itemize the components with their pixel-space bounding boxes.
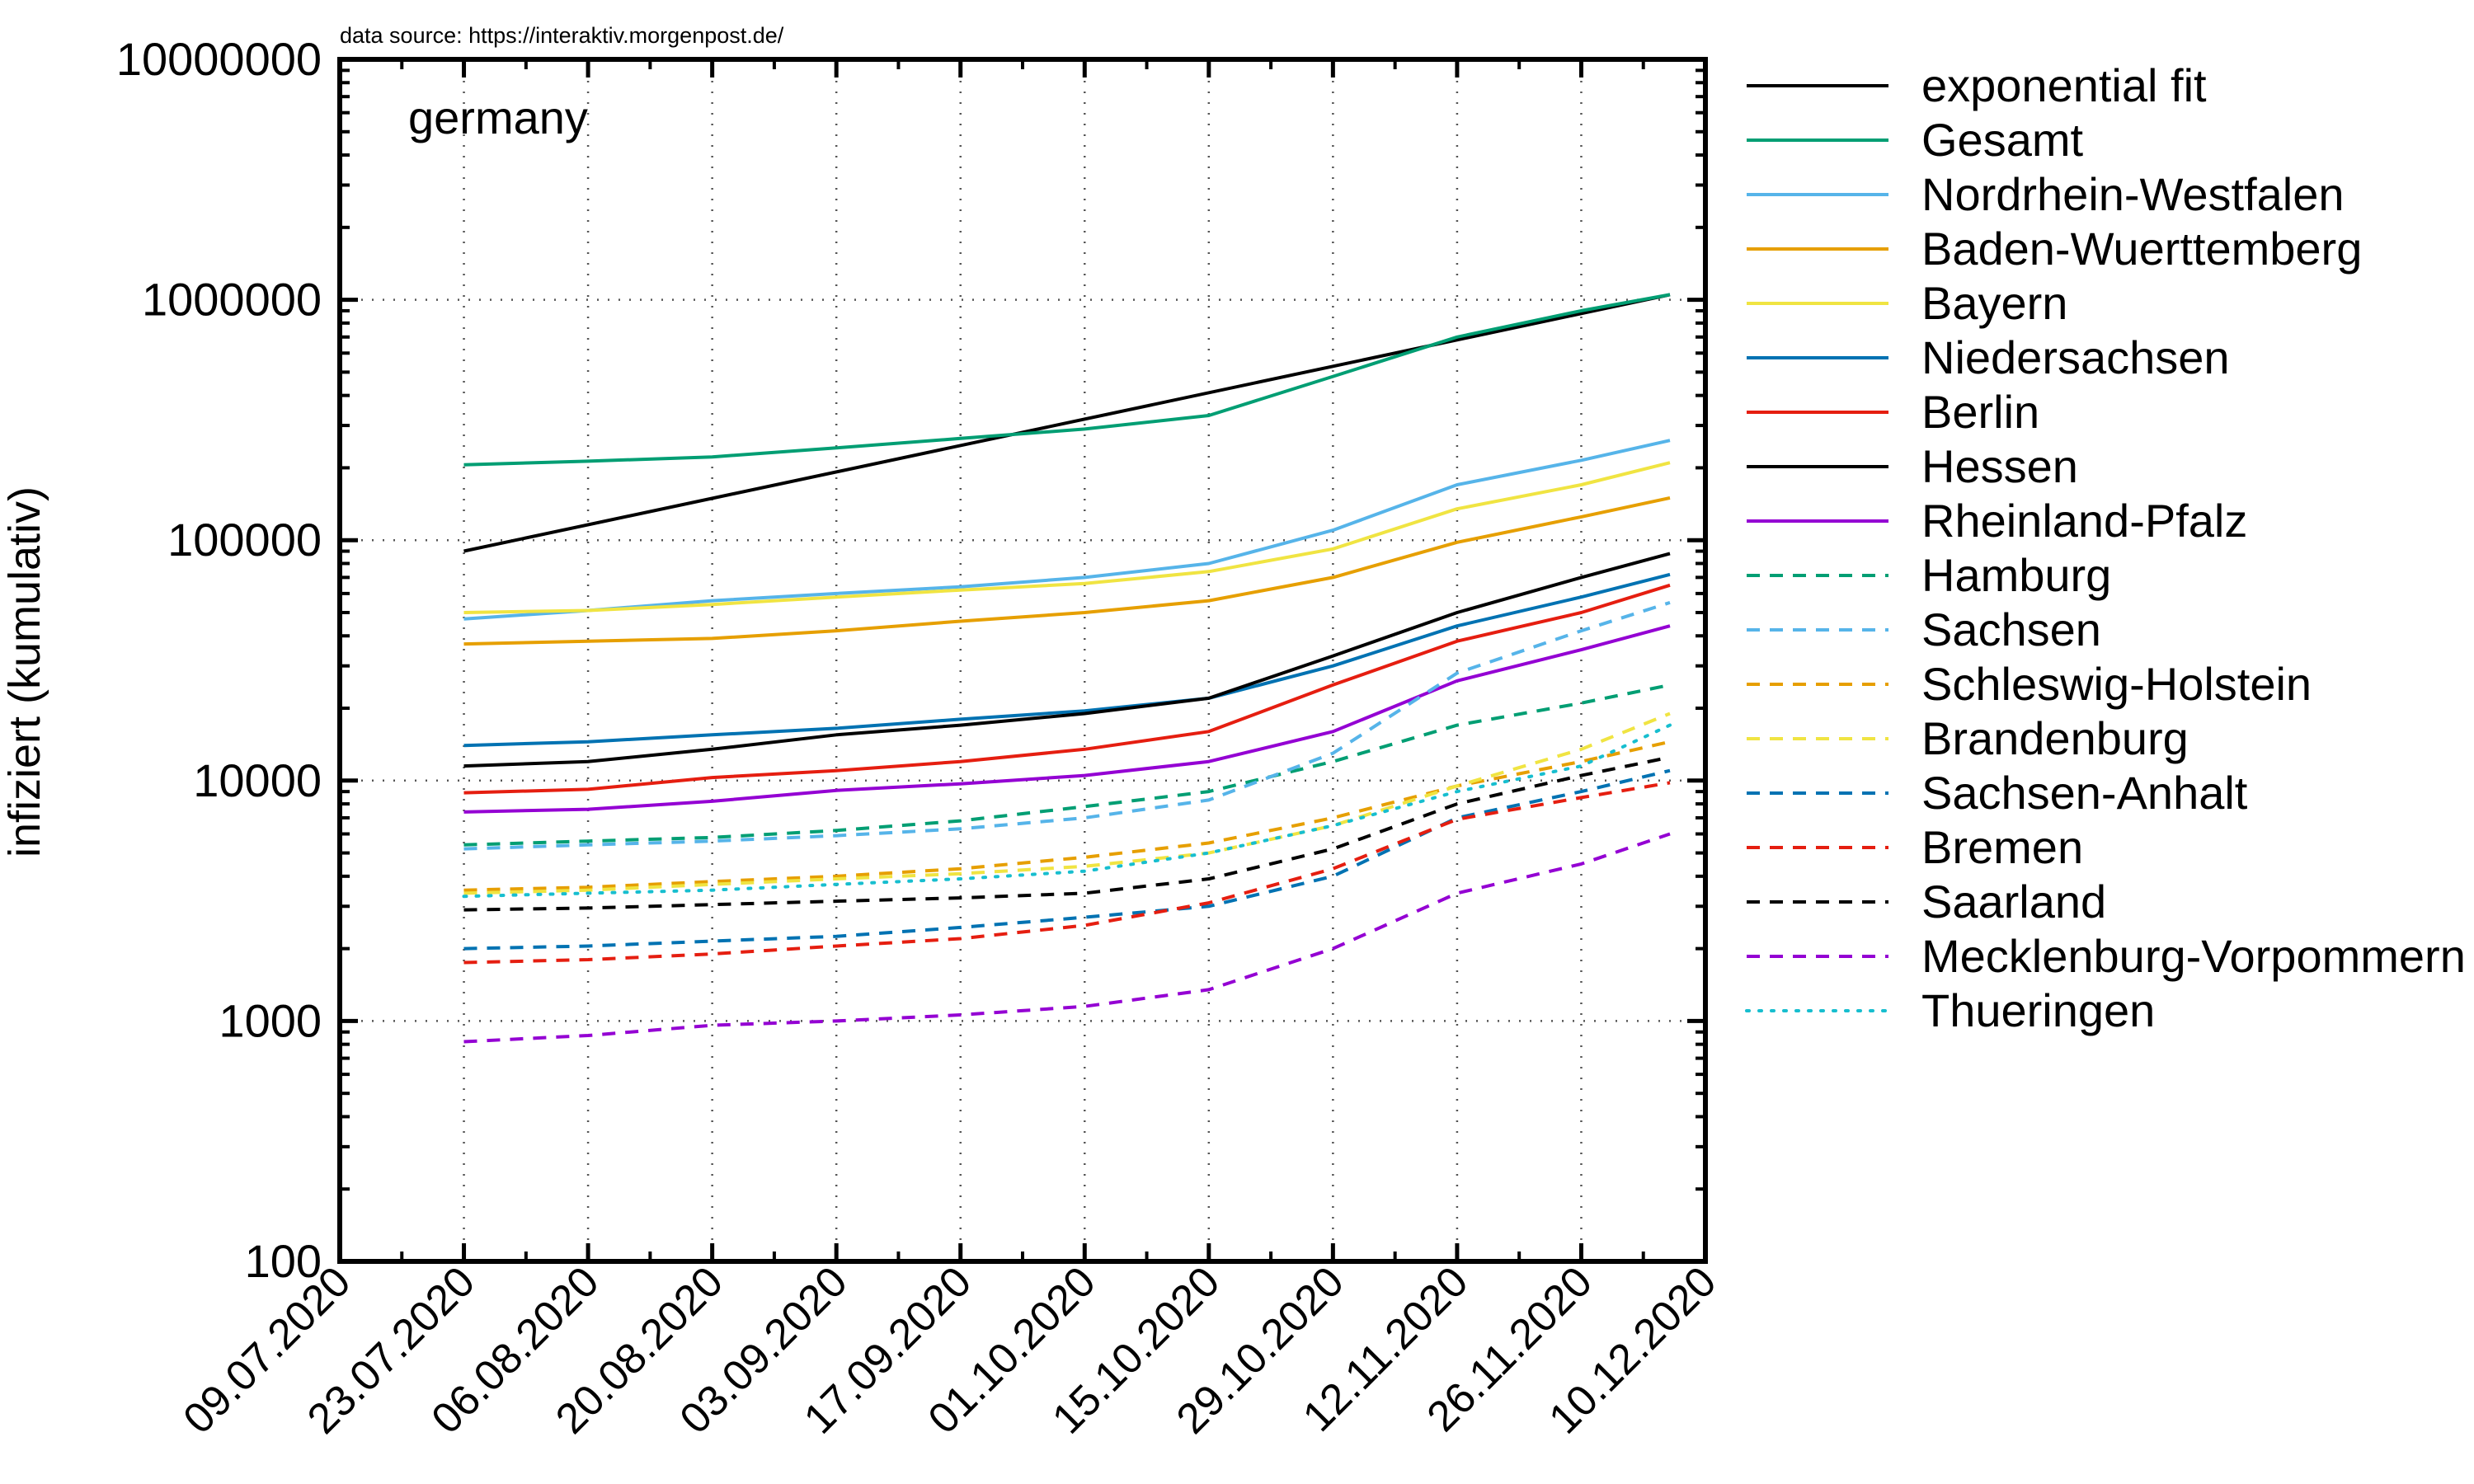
legend-label: Bayern — [1921, 277, 2067, 329]
legend-label: Thueringen — [1921, 984, 2155, 1036]
y-axis-label: infiziert (kumulativ) — [0, 486, 49, 857]
series-line — [463, 755, 1671, 912]
legend-label: Baden-Wuerttemberg — [1921, 223, 2362, 275]
legend-label: Hessen — [1921, 440, 2078, 492]
legend-label: Nordrhein-Westfalen — [1921, 168, 2345, 220]
legend-label: Berlin — [1921, 386, 2039, 438]
legend-label: Schleswig-Holstein — [1921, 658, 2312, 710]
axes: 09.07.202023.07.202006.08.202020.08.2020… — [116, 33, 1726, 1444]
legend-label: Sachsen — [1921, 603, 2101, 655]
y-tick-label: 10000000 — [116, 33, 322, 85]
y-tick-label: 100 — [245, 1235, 322, 1287]
legend-label: Brandenburg — [1921, 712, 2189, 764]
chart-title: germany — [408, 92, 588, 143]
grid — [340, 59, 1705, 1261]
series-line — [463, 552, 1671, 768]
series-line — [463, 740, 1671, 892]
legend-label: Rheinland-Pfalz — [1921, 495, 2247, 547]
legend-label: Bremen — [1921, 821, 2083, 873]
legend-label: Mecklenburg-Vorpommern — [1921, 930, 2466, 982]
legend-label: Sachsen-Anhalt — [1921, 767, 2248, 819]
series-line — [463, 624, 1671, 814]
y-tick-label: 10000 — [193, 754, 322, 806]
legend-label: Niedersachsen — [1921, 331, 2230, 383]
series-line — [463, 832, 1671, 1044]
y-tick-label: 1000 — [219, 994, 322, 1046]
series-line — [463, 600, 1671, 851]
legend: exponential fitGesamtNordrhein-Westfalen… — [1745, 59, 2466, 1036]
legend-label: Saarland — [1921, 876, 2106, 928]
series-line — [463, 293, 1671, 553]
series-line — [462, 723, 1672, 899]
legend-label: Hamburg — [1921, 549, 2111, 601]
series-line — [463, 439, 1671, 621]
series-line — [463, 495, 1671, 646]
series-line — [463, 461, 1671, 614]
series-lines — [462, 293, 1672, 1044]
legend-label: exponential fit — [1921, 59, 2207, 111]
legend-label: Gesamt — [1921, 114, 2083, 166]
y-tick-label: 1000000 — [142, 274, 322, 326]
y-tick-label: 100000 — [167, 514, 322, 566]
data-source-note: data source: https://interaktiv.morgenpo… — [340, 23, 784, 48]
series-line — [463, 683, 1671, 847]
series-line — [463, 711, 1671, 895]
series-line — [463, 583, 1671, 795]
series-line — [463, 293, 1671, 467]
series-line — [463, 572, 1671, 748]
plot-frame — [337, 57, 1708, 1264]
